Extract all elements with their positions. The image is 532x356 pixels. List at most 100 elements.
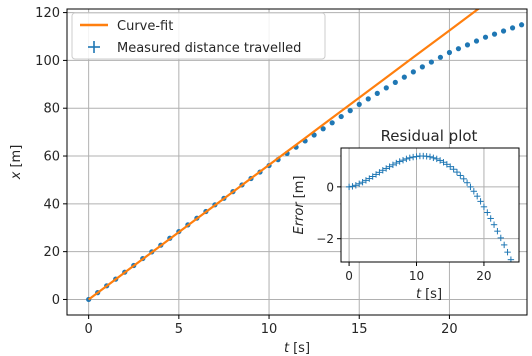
main-y-tick-label: 120 bbox=[35, 6, 60, 21]
data-point bbox=[356, 101, 362, 107]
residual-point bbox=[366, 175, 373, 182]
residual-point bbox=[430, 154, 437, 162]
series-line-curve-fit bbox=[87, 9, 481, 301]
data-point bbox=[437, 54, 444, 60]
data-point bbox=[500, 28, 507, 34]
residual-point bbox=[359, 179, 366, 186]
residual-point bbox=[345, 183, 353, 191]
residual-point bbox=[487, 215, 494, 222]
inset-ticks: 0 10 20 0 −2 bbox=[316, 180, 491, 283]
legend-entry-measured: Measured distance travelled bbox=[117, 41, 301, 56]
residual-point bbox=[453, 168, 461, 176]
main-y-tick-label: 80 bbox=[43, 102, 60, 117]
residual-point bbox=[382, 165, 390, 172]
residual-point bbox=[403, 155, 410, 163]
residual-point bbox=[500, 241, 508, 249]
main-y-tick-label: 40 bbox=[43, 197, 60, 212]
inset-x-tick-label: 10 bbox=[409, 269, 424, 283]
inset-y-axis-label: Error[m] bbox=[292, 175, 307, 234]
inset-x-axis-label: t [s] bbox=[416, 287, 442, 302]
residual-point bbox=[490, 221, 498, 228]
residual-point bbox=[433, 155, 440, 163]
data-point bbox=[392, 79, 398, 85]
data-point bbox=[464, 42, 471, 48]
residual-point bbox=[396, 158, 403, 165]
residual-point bbox=[389, 161, 397, 169]
residual-point bbox=[399, 156, 407, 164]
data-point bbox=[320, 126, 326, 132]
legend: Curve-fit Measured distance travelled bbox=[71, 12, 326, 60]
residual-point bbox=[386, 163, 393, 170]
data-point bbox=[419, 64, 425, 70]
residual-point bbox=[504, 248, 511, 256]
data-point bbox=[338, 113, 344, 120]
data-point bbox=[410, 69, 416, 75]
inset-plot-background bbox=[341, 148, 519, 262]
data-point bbox=[329, 120, 335, 126]
data-point bbox=[383, 85, 389, 91]
residual-point bbox=[443, 161, 451, 168]
residual-point bbox=[460, 175, 467, 183]
residual-point bbox=[356, 180, 363, 187]
residual-point bbox=[426, 153, 434, 161]
main-y-tick-label: 100 bbox=[35, 54, 60, 69]
residual-point bbox=[409, 153, 417, 161]
main-x-tick-label: 5 bbox=[175, 322, 183, 337]
main-y-tick-label: 20 bbox=[43, 245, 60, 260]
residual-point bbox=[369, 173, 376, 180]
residual-point bbox=[473, 192, 481, 200]
data-point bbox=[374, 90, 380, 96]
main-x-tick-label: 15 bbox=[351, 322, 368, 337]
residual-point bbox=[463, 179, 471, 186]
inset-grid bbox=[341, 148, 519, 262]
main-x-tick-label: 20 bbox=[441, 322, 458, 337]
residual-point bbox=[423, 153, 430, 160]
data-point bbox=[401, 74, 407, 80]
residual-point bbox=[477, 198, 484, 205]
data-point bbox=[428, 59, 434, 65]
main-grid bbox=[67, 9, 527, 315]
residual-point bbox=[480, 203, 488, 211]
inset-plot: Residual plot 0 10 20 0 −2 t [s] Error[m] bbox=[292, 127, 520, 302]
data-point bbox=[455, 46, 462, 52]
residual-point bbox=[406, 154, 413, 162]
residual-point bbox=[467, 183, 474, 191]
inset-y-tick-label: −2 bbox=[316, 232, 334, 246]
residual-point bbox=[379, 167, 387, 174]
residual-point bbox=[393, 159, 400, 167]
inset-y-tick-label: 0 bbox=[326, 180, 334, 194]
residual-point bbox=[484, 209, 491, 216]
main-y-tick-label: 60 bbox=[43, 150, 60, 165]
data-point bbox=[518, 22, 525, 28]
legend-entry-curve-fit: Curve-fit bbox=[117, 19, 173, 34]
main-series bbox=[86, 9, 525, 303]
inset-x-tick-label: 0 bbox=[345, 269, 353, 283]
data-point bbox=[347, 108, 353, 114]
data-point bbox=[509, 25, 516, 31]
inset-plot-frame bbox=[340, 147, 520, 263]
main-plot-frame bbox=[66, 8, 528, 316]
residual-point bbox=[362, 177, 370, 184]
residual-point bbox=[470, 188, 478, 195]
legend-plus-swatch bbox=[88, 41, 100, 53]
data-point bbox=[491, 31, 498, 37]
data-point bbox=[473, 38, 480, 44]
main-y-axis-label: x[m] bbox=[9, 145, 24, 181]
main-x-axis-label: t [s] bbox=[284, 341, 310, 356]
residual-point bbox=[349, 183, 356, 190]
inset-x-tick-label: 20 bbox=[476, 269, 491, 283]
main-x-tick-label: 10 bbox=[261, 322, 278, 337]
residual-point bbox=[372, 171, 380, 178]
residual-point bbox=[352, 182, 360, 189]
residual-point bbox=[440, 159, 447, 166]
legend-box bbox=[71, 12, 326, 60]
data-point bbox=[446, 49, 453, 56]
main-x-tick-label: 0 bbox=[85, 322, 93, 337]
residual-point bbox=[497, 234, 504, 242]
data-point bbox=[365, 96, 371, 102]
residual-point bbox=[413, 153, 420, 160]
residual-point bbox=[447, 163, 454, 170]
main-y-tick-label: 0 bbox=[52, 293, 60, 308]
